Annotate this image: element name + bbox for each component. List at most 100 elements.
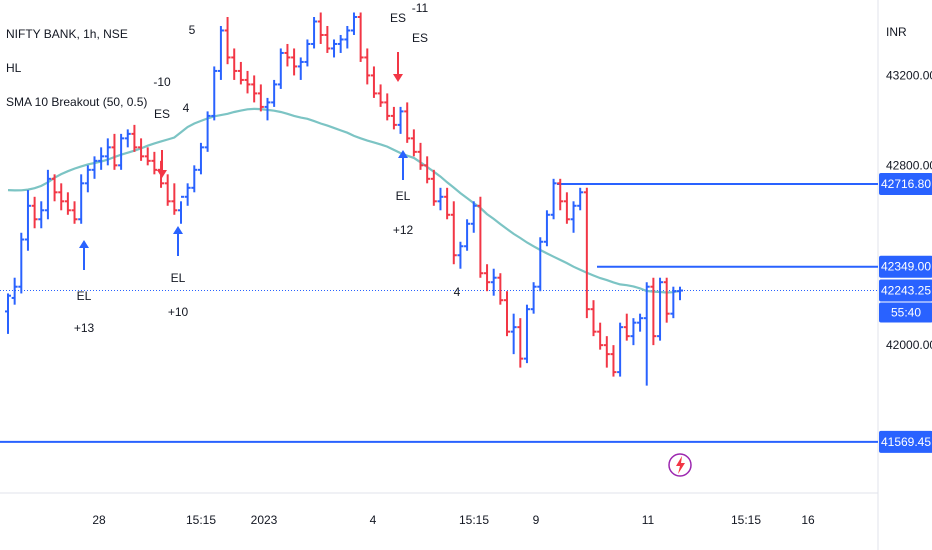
bar-count-label: 4 xyxy=(183,101,190,115)
price-tag-box xyxy=(879,302,932,323)
ohlc-bar xyxy=(657,277,664,341)
ohlc-bar xyxy=(610,345,617,377)
ohlc-bar xyxy=(104,138,111,166)
time-tick-label: 28 xyxy=(92,513,106,527)
short-entry-arrowhead xyxy=(157,170,167,178)
ohlc-bar xyxy=(457,241,464,269)
ohlc-bar xyxy=(404,102,411,143)
ohlc-bar xyxy=(211,66,218,121)
ohlc-bar xyxy=(497,273,504,305)
ohlc-bar xyxy=(297,57,304,80)
ohlc-bar xyxy=(590,300,597,337)
ohlc-bar xyxy=(677,286,683,301)
price-tag-box xyxy=(879,430,932,453)
ohlc-bar xyxy=(484,264,491,292)
ohlc-bar xyxy=(377,84,384,107)
signal-text-line-1: ES xyxy=(390,11,406,25)
ohlc-bar xyxy=(430,169,437,206)
long-entry-arrowhead xyxy=(79,240,89,248)
ohlc-bar xyxy=(18,232,25,294)
ohlc-bar xyxy=(331,39,338,58)
ohlc-bar xyxy=(390,106,397,130)
ohlc-bar xyxy=(384,93,391,121)
price-tag-label: 41569.45 xyxy=(881,435,931,449)
ohlc-bar xyxy=(217,25,224,80)
currency-label: INR xyxy=(886,25,907,39)
signal-text-line-2: ES xyxy=(154,107,170,121)
ohlc-bar xyxy=(11,277,18,305)
ohlc-bar xyxy=(177,195,184,224)
ohlc-bar xyxy=(24,190,31,251)
ohlc-bar xyxy=(231,48,238,80)
bar-count-label: 4 xyxy=(454,285,461,299)
ohlc-bar xyxy=(577,187,584,211)
ohlc-bar xyxy=(257,84,264,112)
ohlc-bar xyxy=(64,192,71,215)
ohlc-bar xyxy=(417,142,424,170)
ohlc-bar xyxy=(71,201,78,224)
ohlc-bar xyxy=(171,183,178,215)
legend-indicator-sma-breakout: SMA 10 Breakout (50, 0.5) xyxy=(6,95,148,109)
price-tag-box xyxy=(879,173,932,196)
ohlc-bar xyxy=(317,12,324,44)
ohlc-bar xyxy=(557,178,564,211)
ohlc-bar xyxy=(530,282,537,314)
ohlc-bar xyxy=(91,156,98,179)
ohlc-bar xyxy=(244,70,251,94)
time-tick-label: 11 xyxy=(642,513,655,527)
ohlc-bar xyxy=(164,174,171,206)
ohlc-bar xyxy=(5,293,11,334)
ohlc-bar xyxy=(583,187,590,319)
ohlc-bar xyxy=(370,66,377,98)
ohlc-bar xyxy=(517,318,524,368)
ohlc-bar xyxy=(58,183,65,211)
ohlc-bar xyxy=(364,48,371,85)
ohlc-bar xyxy=(344,25,351,49)
ohlc-bar xyxy=(630,318,637,346)
ohlc-bar xyxy=(284,43,291,67)
price-tick-label: 42800.00 xyxy=(886,158,932,172)
price-tag-label: 42716.80 xyxy=(881,177,931,191)
ohlc-bar xyxy=(450,201,457,265)
long-entry-arrowhead xyxy=(398,150,408,158)
price-tick-label: 42000.00 xyxy=(886,338,932,352)
ohlc-bar xyxy=(410,129,417,157)
ohlc-bar xyxy=(237,61,244,85)
ohlc-bar xyxy=(623,313,630,341)
ohlc-bar xyxy=(51,174,58,202)
ohlc-bar xyxy=(191,165,198,193)
ohlc-bar xyxy=(670,286,677,319)
sma-line xyxy=(7,107,681,294)
ohlc-bar xyxy=(277,48,284,89)
bar-count-label: 5 xyxy=(189,23,196,37)
ohlc-bar xyxy=(603,336,610,368)
ohlc-bar xyxy=(504,291,511,337)
ohlc-bar xyxy=(537,237,544,292)
time-tick-label: 15:15 xyxy=(459,513,489,527)
signal-text-line-3: ES xyxy=(412,31,428,45)
ohlc-bar xyxy=(510,313,517,355)
price-tag-label: 55:40 xyxy=(891,305,921,319)
ohlc-bar xyxy=(424,156,431,184)
ohlc-bar xyxy=(543,210,550,247)
ohlc-bar xyxy=(44,169,51,220)
ohlc-bar xyxy=(637,313,644,332)
time-tick-label: 15:15 xyxy=(186,513,216,527)
ohlc-bar xyxy=(31,196,38,229)
signal-text-line-1: EL xyxy=(171,271,186,285)
ohlc-bar xyxy=(138,138,145,161)
signal-text-line-2: -11 xyxy=(412,1,429,15)
ohlc-bar xyxy=(151,151,158,175)
ohlc-bar xyxy=(550,178,557,220)
ohlc-bar xyxy=(291,48,298,76)
price-tag-label: 42243.25 xyxy=(881,283,931,297)
time-tick-label: 4 xyxy=(370,513,377,527)
ohlc-bar xyxy=(437,187,444,211)
ohlc-bar xyxy=(464,219,471,251)
time-tick-label: 15:15 xyxy=(731,513,761,527)
ohlc-bar xyxy=(84,165,91,193)
short-entry-arrowhead xyxy=(393,74,403,82)
ohlc-bar xyxy=(271,79,278,107)
long-entry-arrowhead xyxy=(173,226,183,234)
